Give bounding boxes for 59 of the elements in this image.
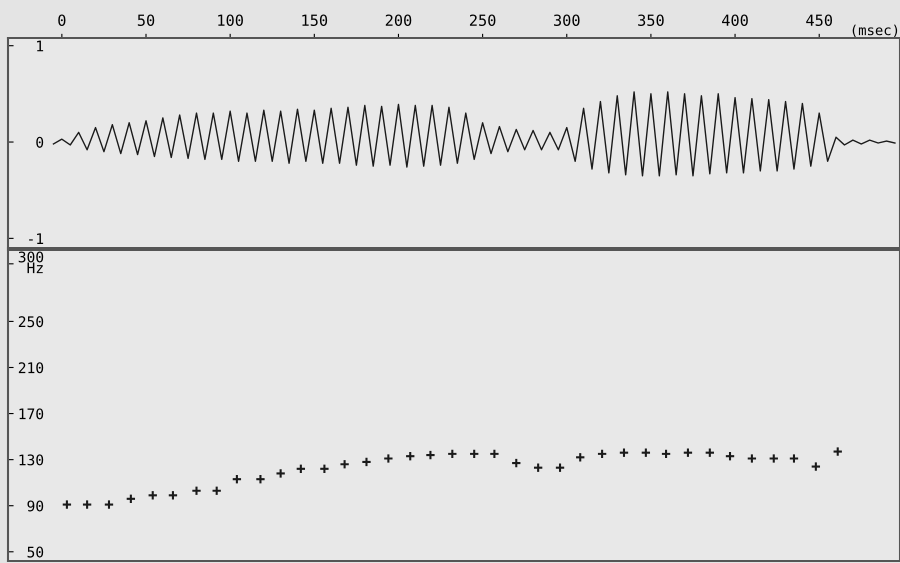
point	[191, 486, 202, 496]
point	[660, 448, 672, 460]
y-tick-label: 90	[27, 500, 44, 512]
point	[511, 458, 522, 468]
point	[62, 499, 72, 510]
x-tick-label: 200	[386, 14, 412, 26]
x-tick-label: 300	[554, 14, 580, 26]
point	[704, 448, 716, 458]
point	[425, 450, 436, 460]
point	[532, 462, 544, 473]
x-tick-label: 0	[58, 14, 66, 26]
point	[104, 499, 114, 510]
y-tick-label: 170	[20, 408, 44, 420]
x-tick-label: 250	[470, 14, 496, 26]
x-tick-label: 100	[218, 14, 243, 26]
x-tick-label: 350	[638, 14, 664, 26]
point	[746, 453, 758, 464]
point	[575, 452, 586, 463]
point	[832, 446, 843, 457]
point	[447, 448, 458, 460]
y-tick-label: -1	[29, 233, 44, 244]
x-tick-label: 400	[722, 14, 748, 26]
point	[489, 448, 500, 460]
line-series	[52, 91, 896, 176]
point	[468, 448, 480, 460]
x-axis-title: (msec)	[852, 24, 898, 37]
point	[405, 450, 416, 462]
x-tick-label: 150	[302, 14, 328, 26]
y-tick-label: 50	[28, 546, 44, 558]
y-tick-label: 250	[18, 316, 44, 328]
point	[319, 464, 330, 474]
point	[361, 456, 372, 468]
y-tick-label: 0	[36, 136, 44, 148]
point	[148, 490, 158, 501]
y-tick-label: 1	[37, 40, 44, 52]
point	[724, 450, 736, 462]
y-tick-label: 300 Hz	[18, 251, 44, 274]
point	[682, 448, 694, 458]
point	[126, 494, 136, 504]
point	[255, 474, 266, 484]
point	[640, 448, 652, 458]
y-tick-label: 130	[20, 454, 44, 466]
point	[168, 490, 178, 501]
point	[810, 461, 822, 472]
y-tick-label: 210	[18, 362, 44, 374]
point	[383, 453, 394, 464]
point	[82, 499, 92, 510]
point	[596, 448, 608, 460]
point	[788, 453, 800, 464]
point	[554, 462, 566, 473]
point	[211, 486, 222, 496]
point	[768, 453, 779, 464]
point	[339, 459, 350, 470]
point	[618, 448, 630, 458]
point	[296, 464, 306, 474]
point	[275, 468, 286, 479]
x-tick-label: 450	[806, 14, 832, 26]
x-tick-label: 50	[138, 14, 154, 26]
point	[232, 474, 242, 484]
